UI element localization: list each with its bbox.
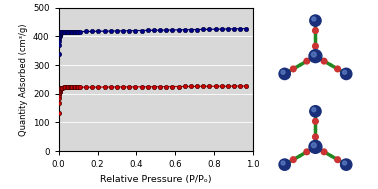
Circle shape [304,58,310,64]
Circle shape [342,70,347,74]
Circle shape [311,143,316,148]
Circle shape [341,68,352,80]
Circle shape [279,68,290,80]
Circle shape [312,17,316,21]
Circle shape [313,28,318,33]
Circle shape [309,50,322,63]
Circle shape [313,43,318,49]
Circle shape [310,106,321,117]
Circle shape [342,161,347,165]
Circle shape [335,157,341,163]
Y-axis label: Quantity Adsorbed (cm³/g): Quantity Adsorbed (cm³/g) [19,23,28,136]
Circle shape [304,149,310,155]
Circle shape [321,58,327,64]
Circle shape [309,140,322,153]
Circle shape [312,108,316,112]
Circle shape [281,161,285,165]
Circle shape [341,159,352,170]
Circle shape [290,157,296,163]
Circle shape [321,149,327,155]
Circle shape [290,66,296,72]
Circle shape [279,159,290,170]
Circle shape [281,70,285,74]
X-axis label: Relative Pressure (P/Pₒ): Relative Pressure (P/Pₒ) [100,175,212,184]
Circle shape [335,66,341,72]
Circle shape [313,119,318,124]
Circle shape [313,134,318,140]
Circle shape [310,15,321,26]
Circle shape [311,52,316,57]
